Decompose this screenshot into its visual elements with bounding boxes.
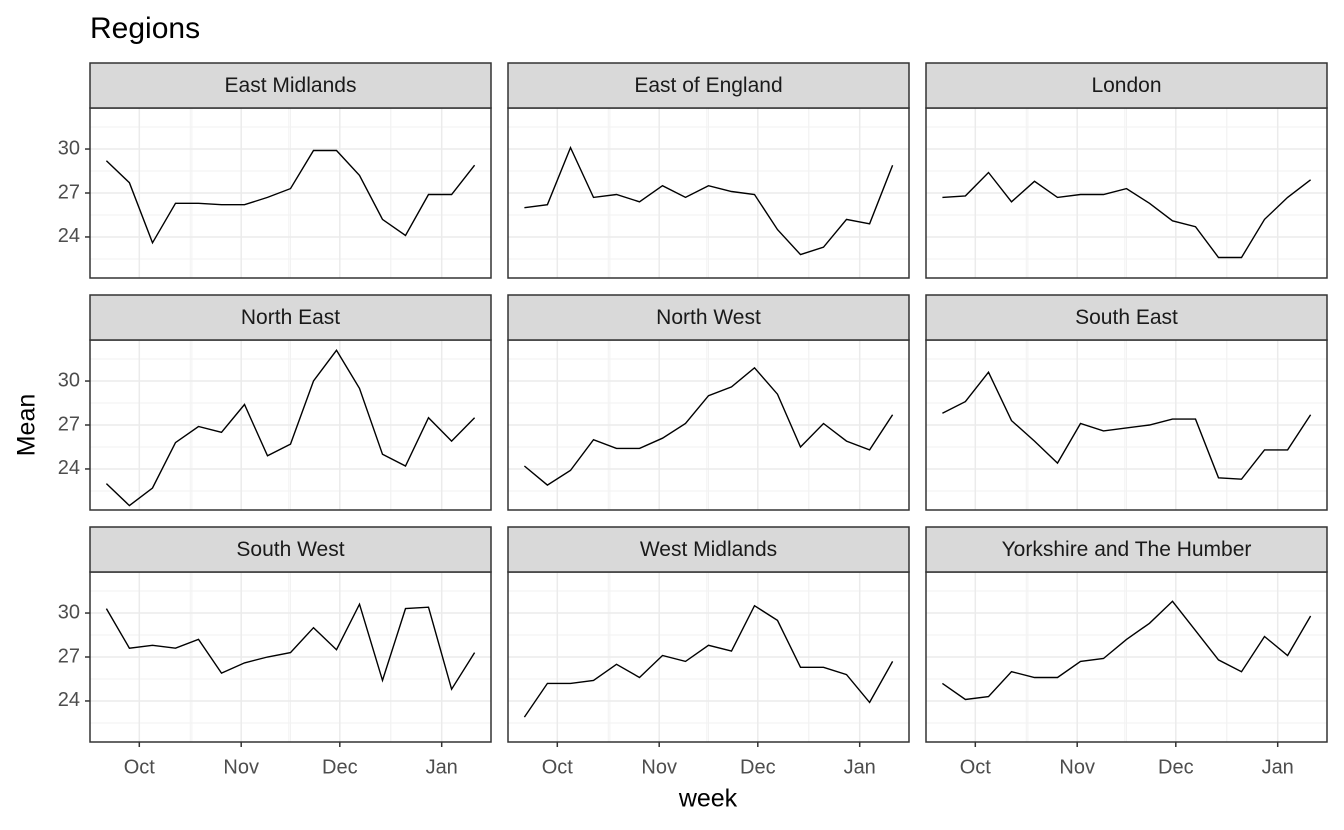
y-tick-label: 30 — [58, 369, 80, 391]
x-tick-label: Oct — [542, 756, 574, 778]
x-tick-label: Nov — [1059, 756, 1095, 778]
line — [524, 145, 894, 256]
y-tick-label: 24 — [58, 225, 80, 247]
strip-label: South East — [1075, 306, 1178, 329]
y-tick-label: 30 — [58, 601, 80, 623]
strip-label: West Midlands — [640, 538, 777, 561]
strip-label: East Midlands — [225, 74, 357, 97]
y-tick-label: 24 — [58, 457, 80, 479]
line — [942, 370, 1312, 480]
line — [105, 149, 476, 245]
strip-label: London — [1091, 74, 1161, 97]
chart-title: Regions — [90, 12, 200, 45]
x-tick-label: Oct — [960, 756, 992, 778]
y-tick-label: 27 — [58, 413, 80, 435]
x-tick-label: Jan — [844, 756, 876, 778]
strip — [925, 294, 1328, 341]
strip — [507, 62, 910, 109]
y-axis-label: Mean — [13, 394, 41, 457]
x-tick-label: Dec — [1158, 756, 1194, 778]
x-tick-label: Nov — [641, 756, 677, 778]
line — [105, 602, 476, 691]
y-tick-label: 24 — [58, 689, 80, 711]
strip-label: Yorkshire and The Humber — [1002, 538, 1252, 561]
strip — [89, 526, 492, 573]
x-tick-label: Jan — [426, 756, 458, 778]
y-tick-label: 30 — [58, 137, 80, 159]
x-tick-label: Oct — [124, 756, 156, 778]
line — [941, 600, 1312, 701]
strip — [89, 62, 492, 109]
strip — [925, 62, 1328, 109]
strip-label: East of England — [634, 74, 782, 97]
line — [523, 604, 894, 718]
line — [105, 349, 476, 507]
strip — [507, 526, 910, 573]
x-axis-label: week — [678, 785, 738, 813]
strip — [925, 526, 1328, 573]
y-tick-label: 27 — [58, 181, 80, 203]
x-tick-label: Nov — [223, 756, 259, 778]
strip-label: North East — [241, 306, 340, 329]
line — [523, 366, 894, 486]
x-tick-label: Jan — [1262, 756, 1294, 778]
strip-label: North West — [656, 306, 761, 329]
x-tick-label: Dec — [740, 756, 776, 778]
line — [942, 171, 1312, 259]
strip — [507, 294, 910, 341]
y-tick-label: 27 — [58, 645, 80, 667]
strip — [89, 294, 492, 341]
x-tick-label: Dec — [322, 756, 358, 778]
strip-label: South West — [236, 538, 344, 561]
